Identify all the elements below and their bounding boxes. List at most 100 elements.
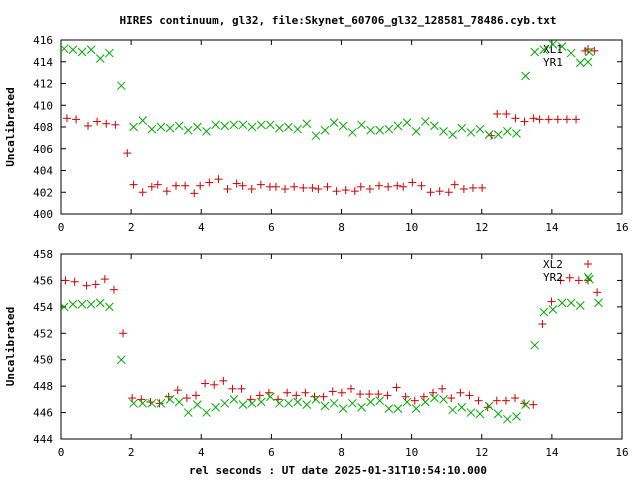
x-axis-label: rel seconds : UT date 2025-01-31T10:54:1… — [189, 464, 487, 477]
chart1-point — [205, 178, 214, 187]
chart2-point — [219, 376, 228, 385]
marker-diag-b — [583, 272, 593, 282]
chart2-point — [293, 397, 303, 407]
chart1-series-xl1 — [62, 46, 599, 198]
chart1-point — [348, 128, 357, 137]
marker-diag-b — [457, 402, 467, 412]
chart1-point — [256, 120, 266, 130]
chart1-point — [153, 180, 162, 189]
marker-diag-b — [338, 404, 348, 413]
marker-diag-b — [247, 122, 257, 132]
chart1-ytick-label: 410 — [33, 99, 53, 112]
marker-diag-b — [521, 400, 530, 409]
marker-diag-b — [585, 274, 594, 284]
marker-diag-b — [265, 120, 275, 130]
marker-diag-b — [165, 395, 175, 404]
chart2-point — [375, 396, 385, 406]
chart2-point — [292, 391, 301, 400]
chart2-point — [512, 412, 521, 421]
chart2-point — [256, 397, 266, 407]
chart1-point — [530, 47, 540, 57]
marker-diag-b — [247, 398, 257, 408]
marker-diag-b — [59, 44, 69, 54]
chart1-y-axis-label: Uncalibrated — [4, 87, 17, 166]
marker-diag-b — [338, 121, 348, 131]
chart1-point — [384, 124, 394, 134]
marker-diag-b — [284, 122, 293, 132]
chart1-point — [502, 109, 511, 118]
chart1-point — [511, 114, 520, 123]
chart2-point — [566, 298, 576, 308]
chart2-point — [77, 299, 87, 309]
chart1-point — [193, 122, 202, 132]
chart1-point — [314, 184, 323, 193]
marker-diag-b — [402, 397, 412, 407]
chart1-ytick-label: 404 — [33, 165, 53, 178]
marker-diag-b — [384, 124, 394, 134]
marker-diag-b — [68, 299, 78, 309]
marker-diag-b — [493, 130, 503, 139]
chart1-legend-marker — [584, 45, 592, 53]
chart1-point — [181, 181, 190, 190]
marker-diag-b — [193, 122, 202, 132]
chart1-xtick-label: 16 — [615, 221, 628, 234]
chart1-point — [247, 184, 256, 193]
chart1-point — [357, 120, 366, 130]
marker-diag-b — [539, 45, 549, 55]
chart1-point — [430, 121, 439, 131]
chart1-point — [290, 182, 299, 191]
chart1-point — [475, 124, 485, 134]
chart1-point — [329, 118, 339, 128]
chart2-point — [338, 404, 348, 413]
marker-diag-b — [116, 81, 126, 91]
chart1-point — [299, 183, 308, 192]
chart1-point — [566, 48, 576, 58]
chart1-point — [229, 120, 239, 130]
chart2-point — [164, 392, 173, 401]
chart1-point — [585, 47, 594, 57]
marker-diag-b — [484, 401, 494, 411]
chart2-point — [474, 396, 483, 405]
chart1-point — [83, 121, 92, 130]
chart2-xtick-label: 2 — [128, 446, 135, 459]
chart1-point — [399, 182, 408, 191]
chart1-point — [468, 183, 477, 192]
marker-diag-b — [77, 299, 87, 309]
chart2-xtick-label: 6 — [268, 446, 275, 459]
chart1-xtick-label: 14 — [545, 221, 559, 234]
chart2-point — [95, 298, 105, 308]
chart1-point — [466, 128, 476, 137]
chart2-ytick-label: 448 — [33, 380, 53, 393]
chart2-point — [182, 394, 191, 403]
chart2-point — [475, 409, 485, 419]
chart1-point — [393, 121, 403, 131]
chart2-xtick-label: 8 — [338, 446, 345, 459]
marker-diag-b — [156, 398, 166, 408]
chart2-point — [439, 395, 448, 404]
marker-diag-b — [484, 130, 494, 139]
marker-diag-b — [116, 355, 126, 365]
chart1-point — [448, 130, 458, 139]
chart2-point — [220, 398, 230, 408]
marker-diag-b — [129, 398, 138, 408]
marker-diag-b — [402, 118, 412, 128]
marker-diag-b — [466, 128, 476, 137]
marker-diag-b — [238, 120, 248, 130]
chart2-xtick-label: 4 — [198, 446, 205, 459]
chart2-point — [247, 398, 257, 408]
chart1-point — [172, 181, 181, 190]
chart2-point — [594, 298, 603, 308]
chart2-point — [356, 390, 365, 399]
chart1-point — [484, 130, 494, 139]
chart2-point — [255, 391, 264, 400]
chart1-point — [356, 182, 365, 191]
chart2-xtick-label: 0 — [58, 446, 65, 459]
chart1-point — [196, 181, 205, 190]
marker-diag-b — [202, 126, 211, 136]
marker-diag-b — [439, 395, 448, 404]
chart1-xtick-label: 2 — [128, 221, 135, 234]
chart1-point — [529, 114, 538, 123]
chart2-point — [174, 397, 184, 407]
chart2-point — [465, 391, 474, 400]
chart2-point — [492, 396, 501, 405]
